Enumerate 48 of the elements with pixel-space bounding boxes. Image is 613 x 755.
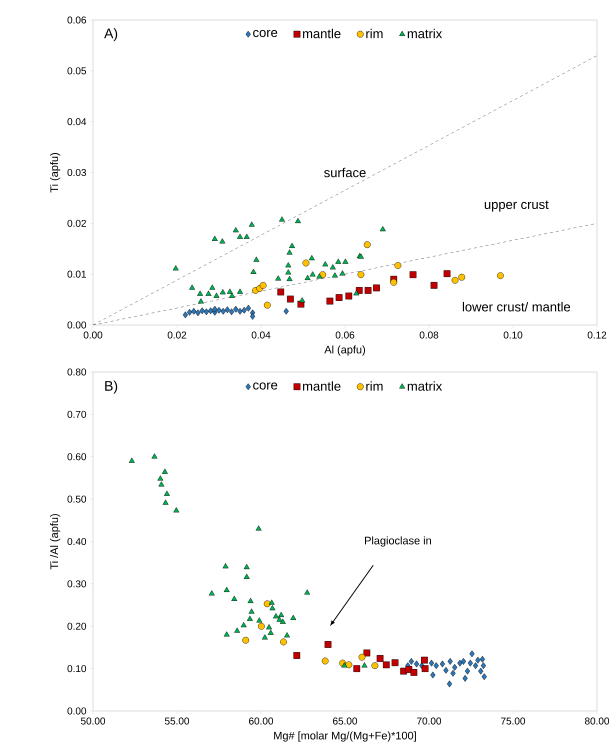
x-tick-label: 50.00 [81,718,106,725]
x-tick-label: 0.06 [336,332,354,339]
y-tick-label: 0.02 [68,220,86,227]
y-tick-label: 0.04 [68,118,86,126]
x-tick-label: 55.00 [165,718,190,725]
y-tick-label: 0.01 [68,270,86,278]
text: B) [105,380,118,394]
y-tick-label: 0.06 [68,16,86,24]
annotation: upper crust [484,200,549,212]
y-tick-label: 0.00 [68,321,86,329]
x-tick-label: 80.00 [585,718,610,725]
x-tick-label: 0.00 [84,332,102,339]
x-axis-title: Mg# [molar Mg/(Mg+Fe)*100] [274,731,416,742]
x-axis-title: Al (apfu) [324,345,366,356]
legend-label: rim [366,28,383,38]
legend-label: core [253,30,278,38]
y-tick-label: 0.20 [68,622,86,630]
y-axis-title: Ti (apfu) [50,153,60,192]
x-tick-label: 0.08 [420,332,438,339]
x-tick-label: 0.12 [588,332,606,339]
y-tick-label: 0.10 [68,665,86,672]
y-tick-label: 0.60 [68,453,86,460]
legend-label: mantle [303,381,341,391]
legend-label: rim [366,381,383,391]
y-tick-label: 0.50 [68,496,86,503]
x-tick-label: 0.04 [252,332,271,339]
annotation: surface [324,168,366,178]
legend-label: core [253,382,278,390]
x-tick-label: 0.02 [168,332,186,339]
y-tick-label: 0.40 [68,538,86,546]
x-tick-label: 65.00 [333,718,358,725]
text: A) [104,28,118,42]
annotation: lower crust/ mantle [462,302,570,312]
legend-label: matrix [408,381,442,391]
y-tick-label: 0.70 [68,410,86,418]
y-tick-label: 0.05 [68,67,86,74]
legend-label: matrix [408,28,442,38]
x-tick-label: 75.00 [501,718,526,725]
y-tick-label: 0.00 [68,707,86,715]
x-tick-label: 60.00 [249,718,274,725]
x-tick-label: 70.00 [417,718,442,725]
legend-label: mantle [303,28,341,38]
y-axis-title: Ti /Al (apfu) [50,514,60,570]
annotation: Plagioclase in [365,536,432,547]
y-tick-label: 0.03 [68,168,86,176]
y-tick-label: 0.30 [68,580,86,588]
y-tick-label: 0.80 [68,368,86,376]
x-tick-label: 0.10 [504,332,522,339]
